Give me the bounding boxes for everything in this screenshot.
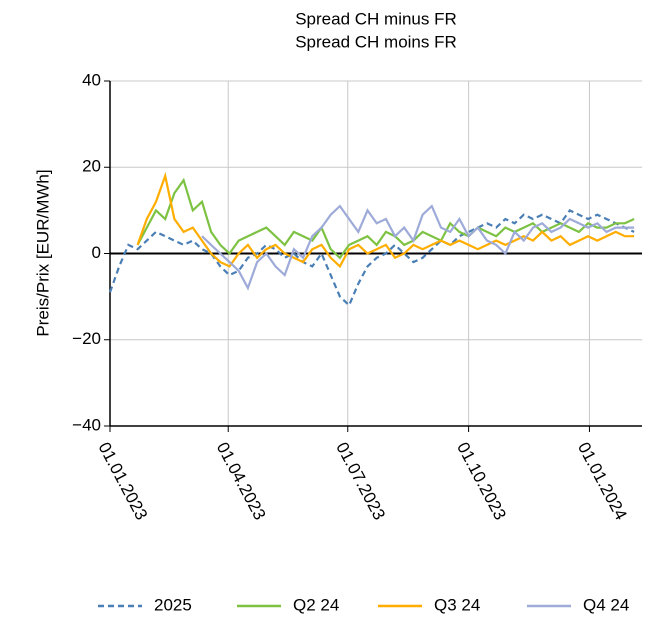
x-tick-label: 01.01.2023 — [95, 439, 152, 523]
x-tick-label: 01.07.2023 — [332, 439, 389, 523]
y-tick-label: −40 — [72, 415, 101, 434]
y-tick-label: 0 — [92, 243, 101, 262]
legend-label: 2025 — [154, 595, 192, 614]
y-tick-label: −20 — [72, 329, 101, 348]
y-axis-label: Preis/Prix [EUR/MWh] — [33, 169, 52, 336]
x-tick-label: 01.04.2023 — [213, 439, 270, 523]
legend-label: Q2 24 — [293, 595, 339, 614]
y-tick-label: 40 — [82, 70, 101, 89]
chart-title: Spread CH minus FR — [295, 9, 457, 28]
x-tick-label: 01.01.2024 — [574, 439, 631, 523]
legend-label: Q4 24 — [583, 595, 629, 614]
legend-label: Q3 24 — [434, 595, 480, 614]
y-tick-label: 20 — [82, 157, 101, 176]
series-line — [136, 171, 635, 269]
series-line — [201, 204, 635, 291]
series-line — [136, 177, 635, 260]
x-tick-label: 01.10.2023 — [453, 439, 510, 523]
chart-subtitle: Spread CH moins FR — [295, 32, 457, 51]
series-line — [108, 209, 635, 308]
